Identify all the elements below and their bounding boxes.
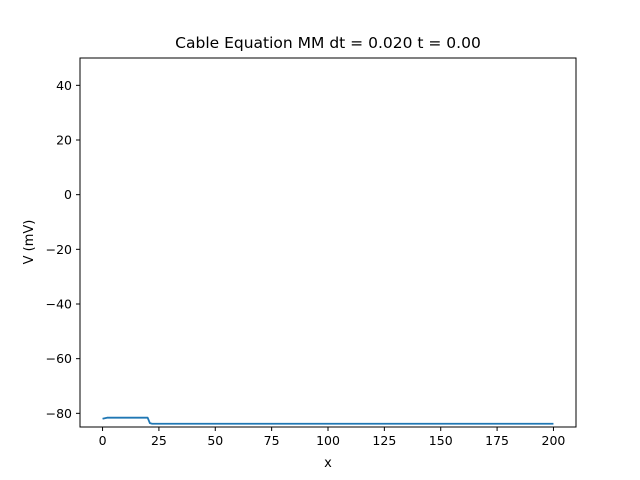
x-tick-label: 0 bbox=[99, 433, 107, 448]
y-tick-label: −60 bbox=[46, 351, 72, 366]
x-tick-label: 150 bbox=[429, 433, 453, 448]
series-line bbox=[102, 416, 554, 425]
chart-title: Cable Equation MM dt = 0.020 t = 0.00 bbox=[175, 34, 481, 52]
y-tick-label: 0 bbox=[64, 187, 72, 202]
x-axis-label: x bbox=[324, 456, 332, 471]
y-tick-label: −40 bbox=[46, 297, 72, 312]
y-tick-label: −20 bbox=[46, 242, 72, 257]
series-layer bbox=[102, 416, 554, 425]
plot-area bbox=[79, 57, 577, 428]
x-tick-label: 50 bbox=[207, 433, 223, 448]
x-tick-label: 200 bbox=[542, 433, 566, 448]
y-axis: −80 −60 −40 −20 0 20 40 bbox=[46, 78, 80, 421]
x-tick-label: 125 bbox=[372, 433, 396, 448]
y-tick-label: 20 bbox=[56, 133, 72, 148]
x-tick-label: 100 bbox=[316, 433, 340, 448]
y-axis-label: V (mV) bbox=[22, 220, 37, 265]
y-tick-label: −80 bbox=[46, 406, 72, 421]
x-tick-label: 75 bbox=[264, 433, 280, 448]
y-tick-label: 40 bbox=[56, 78, 72, 93]
plot-frame bbox=[79, 57, 577, 428]
x-tick-label: 25 bbox=[151, 433, 167, 448]
x-axis: 0 25 50 75 100 125 150 175 200 bbox=[99, 427, 566, 448]
x-tick-label: 175 bbox=[485, 433, 509, 448]
